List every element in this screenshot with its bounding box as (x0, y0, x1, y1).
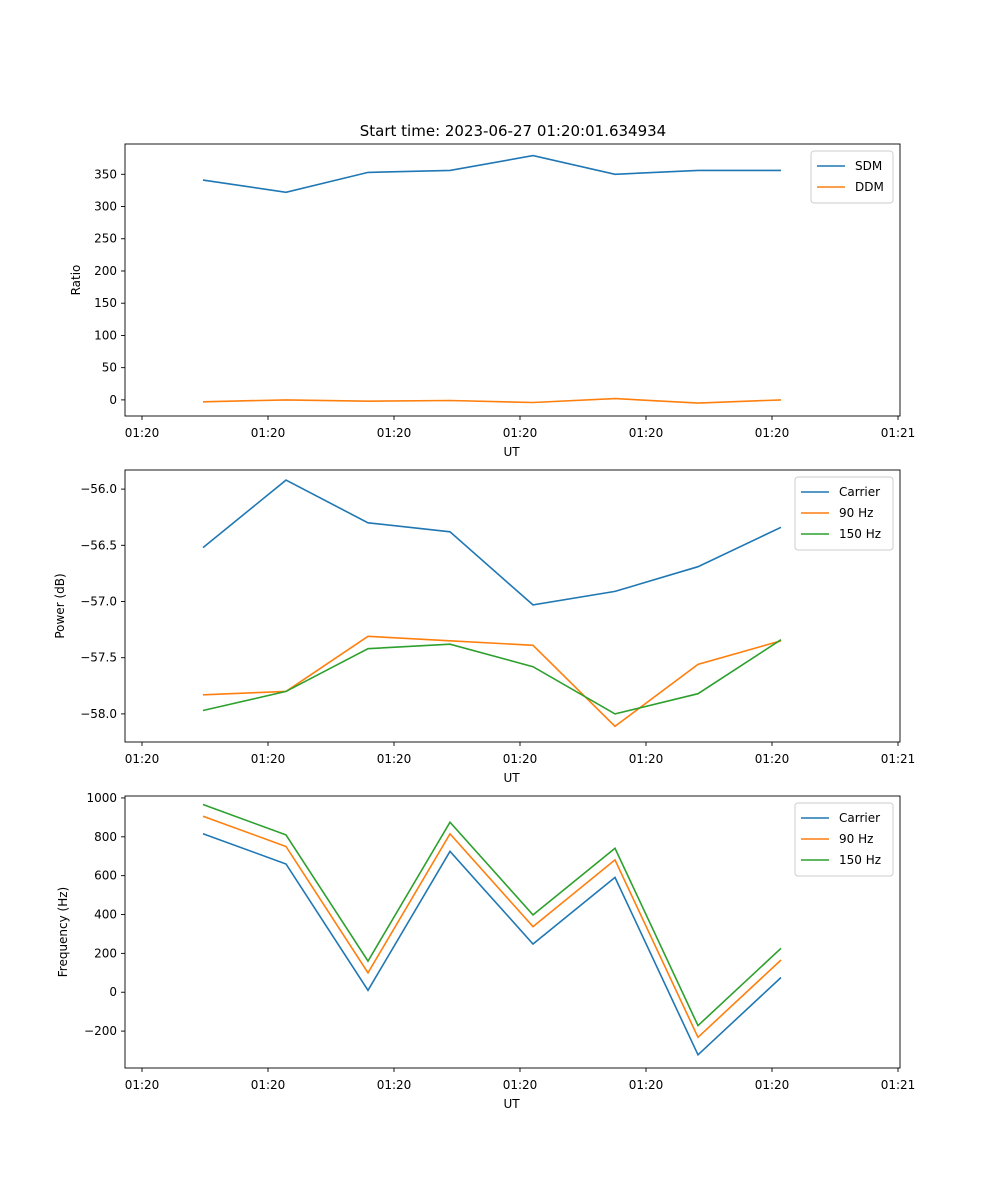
x-tick-label: 01:20 (629, 1078, 664, 1092)
x-tick-label: 01:21 (881, 426, 916, 440)
legend-label: DDM (855, 180, 884, 194)
series-line-150-hz (202, 803, 782, 1027)
y-tick-label: 350 (94, 167, 117, 181)
axes-frame (124, 795, 901, 1069)
legend-label: SDM (855, 159, 882, 173)
x-axis-label: UT (503, 771, 520, 785)
ratio-panel: 01:20 01:20 01:20 01:20 01:20 01:20 01:21 UT 0 50… (69, 143, 916, 459)
y-tick-label: 800 (94, 830, 117, 844)
y-axis-label: Power (dB) (53, 573, 67, 638)
x-tick-label: 01:20 (629, 426, 664, 440)
legend-label: 90 Hz (839, 832, 873, 846)
series-line-carrier (202, 832, 782, 1057)
x-tick-label: 01:20 (503, 752, 538, 766)
y-tick-label: 0 (109, 985, 117, 999)
legend-box (794, 476, 894, 551)
y-tick-label: 1000 (86, 791, 117, 805)
x-tick-label: 01:20 (251, 426, 286, 440)
y-tick-label: −56.5 (80, 538, 117, 552)
frequency-panel: 01:20 01:20 01:20 01:20 01:20 01:20 01:21 UT −20… (56, 791, 915, 1111)
series-line-90-hz (202, 635, 782, 728)
x-tick-label: 01:20 (125, 752, 160, 766)
series-line-ddm (202, 397, 782, 404)
power-panel: 01:20 01:20 01:20 01:20 01:20 01:20 01:21 UT −58… (53, 469, 916, 785)
x-tick-label: 01:21 (881, 1078, 916, 1092)
figure-title: Start time: 2023-06-27 01:20:01.634934 (360, 122, 666, 140)
x-tick-label: 01:20 (377, 752, 412, 766)
legend-label: 90 Hz (839, 506, 873, 520)
y-axis-label: Ratio (69, 265, 83, 296)
x-tick-label: 01:20 (503, 426, 538, 440)
y-tick-label: 400 (94, 908, 117, 922)
x-tick-label: 01:20 (503, 1078, 538, 1092)
x-tick-label: 01:20 (251, 1078, 286, 1092)
x-tick-label: 01:20 (755, 752, 790, 766)
legend: Carrier 90 Hz 150 Hz (794, 476, 894, 551)
x-tick-label: 01:20 (629, 752, 664, 766)
y-tick-label: 0 (109, 393, 117, 407)
y-tick-label: −56.0 (80, 482, 117, 496)
legend-box (810, 150, 894, 204)
legend-label: 150 Hz (839, 853, 881, 867)
y-tick-label: 150 (94, 296, 117, 310)
legend-box (794, 802, 894, 877)
legend: Carrier 90 Hz 150 Hz (794, 802, 894, 877)
axes-frame (124, 143, 901, 417)
x-tick-label: 01:21 (881, 752, 916, 766)
axes-frame (124, 469, 901, 743)
series-line-carrier (202, 479, 782, 606)
x-tick-label: 01:20 (377, 1078, 412, 1092)
y-tick-label: 50 (102, 361, 117, 375)
y-tick-label: 200 (94, 264, 117, 278)
y-tick-label: 250 (94, 232, 117, 246)
y-tick-label: 600 (94, 869, 117, 883)
series-line-sdm (202, 154, 781, 194)
x-tick-label: 01:20 (755, 426, 790, 440)
x-tick-label: 01:20 (377, 426, 412, 440)
legend-label: 150 Hz (839, 527, 881, 541)
y-tick-label: 100 (94, 328, 117, 342)
x-tick-label: 01:20 (755, 1078, 790, 1092)
legend: SDM DDM (810, 150, 894, 204)
y-axis-label: Frequency (Hz) (56, 887, 70, 978)
series-line-90-hz (202, 815, 782, 1039)
x-tick-label: 01:20 (125, 1078, 160, 1092)
y-tick-label: −57.0 (80, 595, 117, 609)
x-axis-label: UT (503, 1097, 520, 1111)
y-tick-label: −58.0 (80, 707, 117, 721)
legend-label: Carrier (839, 811, 880, 825)
legend-label: Carrier (839, 485, 880, 499)
x-tick-label: 01:20 (251, 752, 286, 766)
x-tick-label: 01:20 (125, 426, 160, 440)
y-tick-label: 300 (94, 200, 117, 214)
y-tick-label: −200 (84, 1024, 117, 1038)
y-tick-label: 200 (94, 946, 117, 960)
x-axis-label: UT (503, 445, 520, 459)
y-tick-label: −57.5 (80, 651, 117, 665)
series-line-150-hz (202, 639, 782, 715)
